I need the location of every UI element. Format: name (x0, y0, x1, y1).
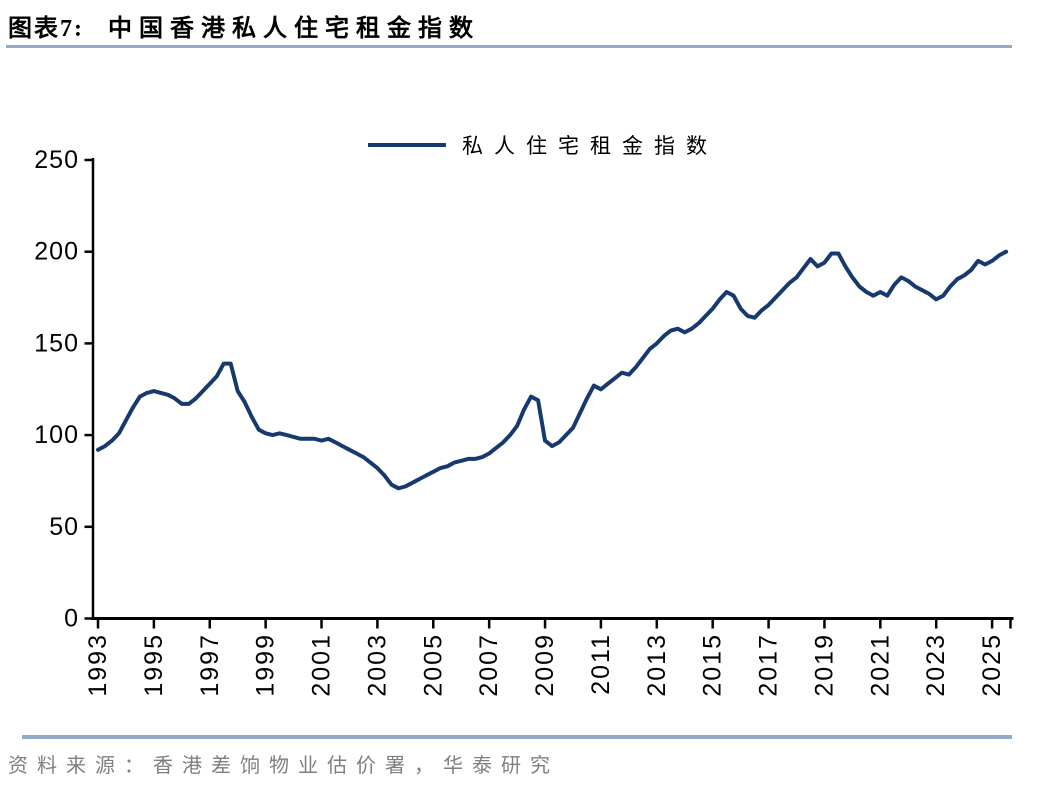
x-tick-label: 1999 (252, 633, 280, 697)
x-tick-label: 2013 (643, 633, 671, 697)
x-tick-label: 2017 (755, 633, 783, 697)
x-tick-label: 2005 (419, 633, 447, 697)
y-tick-label: 150 (34, 329, 79, 357)
x-tick-label: 2025 (978, 633, 1006, 697)
x-tick-label: 2009 (531, 633, 559, 697)
title-divider (6, 45, 1012, 48)
figure-header: 图表7: 中国香港私人住宅租金指数 (8, 8, 480, 43)
y-tick-label: 0 (64, 605, 79, 633)
source-note: 资料来源：香港差饷物业估价署，华泰研究 (8, 755, 559, 777)
x-tick-label: 1995 (140, 633, 168, 697)
x-tick-label: 2015 (699, 633, 727, 697)
figure-title: 中国香港私人住宅租金指数 (108, 16, 480, 42)
y-tick-label: 200 (34, 238, 79, 266)
x-tick-label: 1993 (84, 633, 112, 697)
legend: 私人住宅租金指数 (368, 131, 718, 159)
y-tick-label: 100 (34, 421, 79, 449)
x-tick-label: 2021 (866, 633, 894, 697)
legend-label: 私人住宅租金指数 (462, 134, 718, 158)
y-tick-label: 250 (34, 146, 79, 174)
series-line (96, 249, 1009, 491)
x-tick-label: 1997 (196, 633, 224, 697)
x-tick-label: 2001 (308, 633, 336, 697)
x-tick-label: 2023 (922, 633, 950, 697)
footer-divider (22, 735, 1012, 739)
legend-line-swatch (368, 143, 446, 147)
x-tick-label: 2007 (475, 633, 503, 697)
figure-label: 图表7: (8, 16, 84, 42)
x-tick-label: 2011 (587, 633, 615, 695)
x-tick-label: 2003 (363, 633, 391, 697)
y-tick-label: 50 (49, 513, 79, 541)
x-tick-label: 2019 (810, 633, 838, 697)
